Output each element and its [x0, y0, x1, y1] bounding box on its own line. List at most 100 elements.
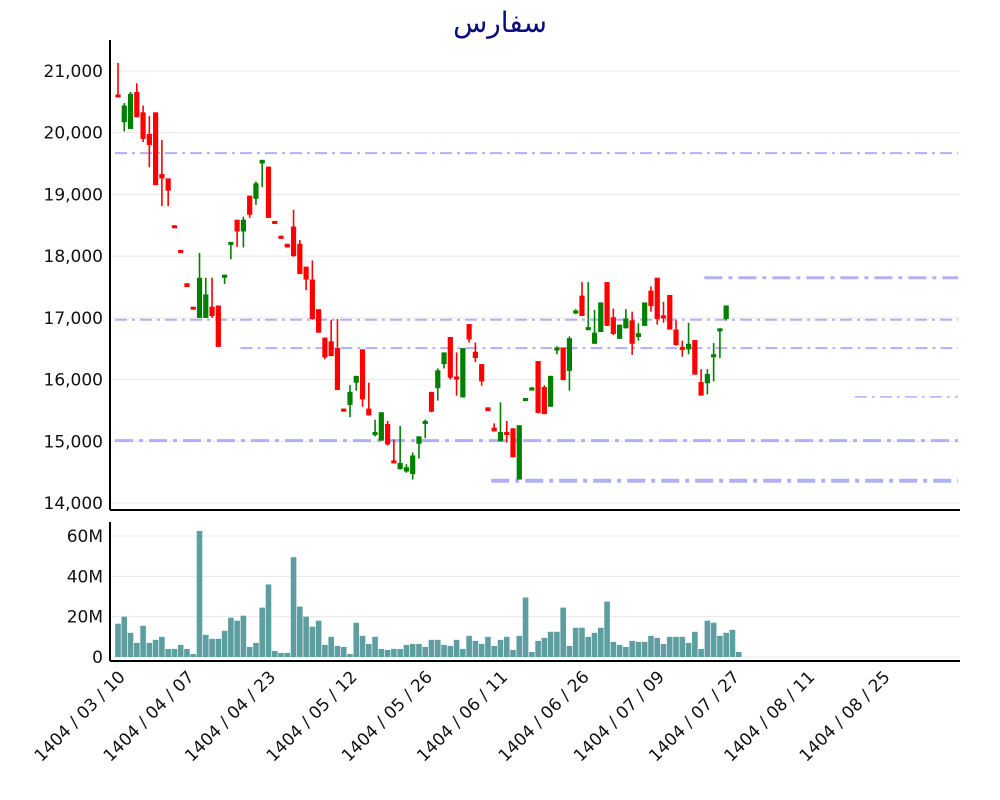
candle	[422, 419, 428, 439]
volume-bar	[710, 622, 717, 657]
price-tick-label: 16,000	[44, 371, 103, 391]
candle-body	[165, 178, 171, 191]
candle	[623, 309, 629, 329]
candle-body	[265, 166, 272, 218]
candle	[410, 452, 416, 480]
candle-body	[504, 432, 510, 436]
candle-body	[428, 391, 435, 412]
volume-bar	[297, 606, 303, 657]
candle	[711, 343, 717, 382]
candle	[372, 419, 378, 437]
candle	[485, 407, 491, 412]
candle	[673, 320, 679, 346]
volume-bar	[673, 636, 679, 657]
volume-bar	[591, 632, 598, 657]
candle-body	[391, 460, 397, 464]
candle	[604, 282, 610, 326]
volume-bar	[460, 648, 466, 657]
price-tick-label: 20,000	[44, 124, 103, 144]
volume-bar	[503, 636, 510, 657]
volume-bar	[322, 644, 328, 657]
volume-bar	[466, 635, 472, 657]
volume-bar	[497, 639, 504, 657]
volume-bar	[566, 645, 573, 657]
volume-bar	[516, 635, 523, 657]
candle-body	[127, 93, 134, 130]
candle-body	[548, 375, 554, 407]
candle	[334, 319, 341, 391]
candle	[692, 340, 698, 375]
candle-body	[146, 133, 152, 146]
candle	[328, 319, 334, 357]
candle-body	[435, 370, 441, 389]
candle-body	[378, 412, 384, 441]
volume-bar	[397, 648, 403, 657]
candle	[660, 301, 667, 323]
candle-body	[516, 425, 522, 480]
candle-body	[259, 159, 265, 164]
volume-bar	[485, 636, 491, 657]
candle-body	[215, 305, 221, 347]
candle	[403, 464, 410, 473]
candle-body	[290, 226, 297, 257]
candle	[585, 282, 591, 331]
candle-body	[309, 279, 315, 320]
price-tick-label: 14,000	[44, 494, 103, 514]
candle	[428, 391, 435, 413]
volume-bar	[278, 652, 284, 657]
volume-bar	[234, 620, 240, 657]
candle-body	[209, 306, 215, 317]
volume-bar	[246, 646, 253, 657]
candle-body	[654, 277, 660, 320]
price-tick-label: 21,000	[44, 62, 103, 82]
volume-bar	[717, 635, 723, 657]
candle	[196, 253, 203, 318]
candle-body	[334, 348, 341, 391]
price-y-axis: 14,000 15,000 16,000 17,000 18,000 19,000 20,0…	[44, 40, 960, 514]
candle-body	[140, 112, 146, 139]
volume-bar	[221, 630, 228, 657]
volume-bar	[441, 644, 447, 657]
price-gridlines	[110, 70, 960, 504]
candle	[704, 369, 710, 395]
candle	[535, 361, 541, 414]
candle	[221, 274, 228, 284]
candle-body	[642, 302, 648, 326]
candle-body	[240, 219, 246, 232]
volume-bar	[510, 649, 516, 657]
volume-bar	[729, 629, 736, 657]
candle	[497, 402, 504, 442]
candle-body	[541, 386, 547, 415]
candle	[203, 277, 209, 318]
candle-body	[347, 391, 353, 405]
price-tick-label: 15,000	[44, 432, 103, 452]
candle	[667, 295, 673, 330]
candle	[385, 420, 391, 446]
candle-body	[673, 329, 679, 346]
candle	[240, 216, 246, 248]
candle-body	[178, 249, 184, 253]
candle-body	[184, 283, 190, 287]
candle-body	[560, 347, 566, 381]
candle	[554, 346, 560, 355]
volume-bar	[585, 636, 592, 657]
candle-body	[297, 243, 303, 275]
volume-bar	[372, 636, 378, 657]
candle	[290, 209, 297, 257]
volume-bar	[340, 646, 347, 657]
candle-body	[479, 364, 485, 382]
volume-y-axis: 0 20M 40M 60M	[67, 522, 960, 668]
support-resistance-lines	[115, 152, 958, 483]
volume-bar	[723, 632, 729, 657]
candle-body	[221, 274, 228, 278]
volume-bar	[184, 648, 190, 657]
volume-bar	[616, 644, 623, 657]
candle-body	[529, 387, 535, 391]
candle	[165, 178, 171, 207]
candle	[397, 425, 403, 470]
candle	[491, 423, 497, 432]
volume-bar	[679, 636, 686, 657]
volume-bar	[735, 651, 742, 657]
volume-bar	[572, 627, 579, 657]
volume-bar	[434, 639, 441, 657]
